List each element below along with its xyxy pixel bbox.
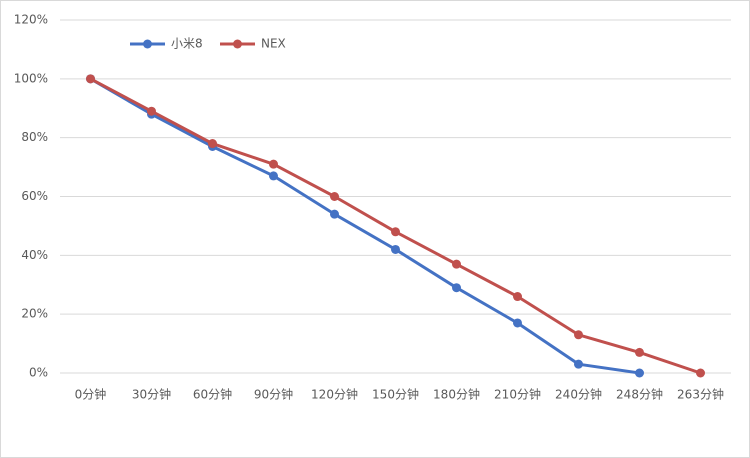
point bbox=[513, 292, 522, 302]
x-tick-label: 90分钟 bbox=[254, 387, 293, 402]
legend-label: 小米8 bbox=[171, 37, 203, 51]
point bbox=[208, 139, 217, 149]
x-tick-label: 240分钟 bbox=[555, 387, 602, 402]
point bbox=[513, 318, 522, 328]
y-tick-label: 60% bbox=[21, 189, 48, 203]
point bbox=[574, 359, 583, 369]
point bbox=[696, 368, 705, 378]
point bbox=[452, 259, 461, 269]
point bbox=[391, 227, 400, 237]
x-tick-label: 30分钟 bbox=[132, 387, 171, 402]
point bbox=[635, 368, 644, 378]
point bbox=[147, 106, 156, 116]
series-line bbox=[89, 77, 640, 375]
point bbox=[269, 171, 278, 181]
x-tick-label: 248分钟 bbox=[616, 387, 663, 402]
x-tick-label: 210分钟 bbox=[494, 387, 541, 402]
x-tick-label: 60分钟 bbox=[193, 387, 232, 402]
y-tick-label: 0% bbox=[29, 366, 48, 380]
point bbox=[452, 283, 461, 293]
point bbox=[269, 159, 278, 169]
point bbox=[391, 244, 400, 254]
point bbox=[86, 74, 95, 84]
legend-label: NEX bbox=[261, 37, 286, 51]
x-tick-label: 150分钟 bbox=[372, 387, 419, 402]
point bbox=[635, 347, 644, 357]
x-tick-label: 120分钟 bbox=[311, 387, 358, 402]
point bbox=[330, 192, 339, 201]
y-tick-label: 20% bbox=[21, 307, 48, 321]
y-tick-label: 40% bbox=[21, 248, 48, 262]
y-tick-label: 120% bbox=[14, 13, 48, 27]
point bbox=[330, 209, 339, 219]
x-tick-label: 180分钟 bbox=[433, 387, 480, 402]
legend-marker bbox=[143, 39, 152, 49]
legend-marker bbox=[233, 39, 242, 49]
x-tick-label: 263分钟 bbox=[677, 387, 724, 402]
y-tick-label: 80% bbox=[21, 130, 48, 144]
point bbox=[574, 330, 583, 340]
x-tick-label: 0分钟 bbox=[75, 387, 107, 402]
y-tick-label: 100% bbox=[14, 71, 48, 85]
